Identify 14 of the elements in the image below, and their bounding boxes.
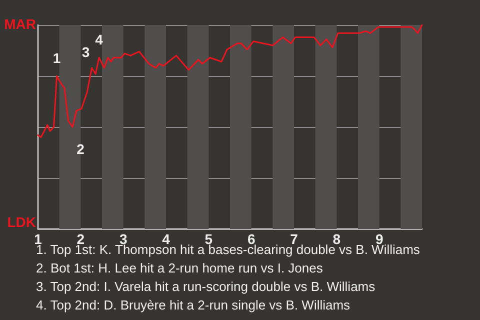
annotation: 1: [52, 50, 61, 66]
annotation: 2: [76, 141, 85, 157]
x-tick-label: 5: [204, 231, 213, 247]
text: MAR: [4, 16, 36, 32]
text: LDK: [7, 214, 36, 230]
annotation: 3: [82, 44, 90, 60]
x-tick-label: 6: [247, 231, 256, 247]
x-tick-label: 8: [332, 231, 341, 247]
annotation: 4: [95, 32, 104, 48]
x-tick-label: 4: [162, 231, 170, 247]
text: 4. Top 2nd: D. Bruyère hit a 2-run single vs B. Williams: [36, 298, 351, 312]
text: 2. Bot 1st: H. Lee hit a 2-run home run vs I. Jones: [36, 260, 324, 276]
text: 3. Top 2nd: I. Varela hit a run-scoring double vs B. Williams: [36, 279, 376, 294]
x-tick-label: 7: [290, 231, 298, 247]
